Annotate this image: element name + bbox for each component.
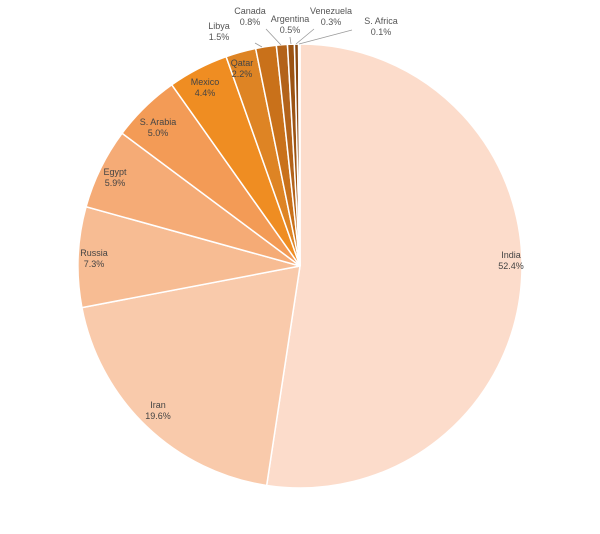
slice-name-iran: Iran <box>150 400 166 410</box>
slice-value-s-africa: 0.1% <box>371 27 392 37</box>
slice-value-libya: 1.5% <box>209 32 230 42</box>
slice-name-canada: Canada <box>234 6 266 16</box>
slice-value-iran: 19.6% <box>145 411 171 421</box>
pie-slice-russia <box>77 205 301 309</box>
leader-line-s-africa <box>298 29 353 45</box>
slice-name-libya: Libya <box>208 21 230 31</box>
slice-name-russia: Russia <box>80 248 108 258</box>
slice-name-india: India <box>501 250 521 260</box>
slice-value-venezuela: 0.3% <box>321 17 342 27</box>
slice-name-mexico: Mexico <box>191 77 220 87</box>
slice-name-argentina: Argentina <box>271 14 310 24</box>
leader-line-venezuela <box>295 28 315 45</box>
slice-name-s-arabia: S. Arabia <box>140 117 177 127</box>
slice-value-russia: 7.3% <box>84 259 105 269</box>
slice-value-egypt: 5.9% <box>105 178 126 188</box>
pie-slice-iran <box>81 265 301 487</box>
slice-value-s-arabia: 5.0% <box>148 128 169 138</box>
leader-lines <box>254 28 353 48</box>
leader-line-canada <box>265 28 282 46</box>
leader-line-libya <box>254 42 263 48</box>
slice-name-s-africa: S. Africa <box>364 16 398 26</box>
leader-line-argentina <box>289 36 292 45</box>
slice-value-qatar: 2.2% <box>232 69 253 79</box>
pie-slice-india <box>265 43 523 489</box>
slice-name-egypt: Egypt <box>103 167 127 177</box>
slice-name-venezuela: Venezuela <box>310 6 352 16</box>
pie-slices <box>77 43 523 489</box>
slice-value-argentina: 0.5% <box>280 25 301 35</box>
slice-value-canada: 0.8% <box>240 17 261 27</box>
slice-name-qatar: Qatar <box>231 58 254 68</box>
slice-value-mexico: 4.4% <box>195 88 216 98</box>
slice-value-india: 52.4% <box>498 261 524 271</box>
